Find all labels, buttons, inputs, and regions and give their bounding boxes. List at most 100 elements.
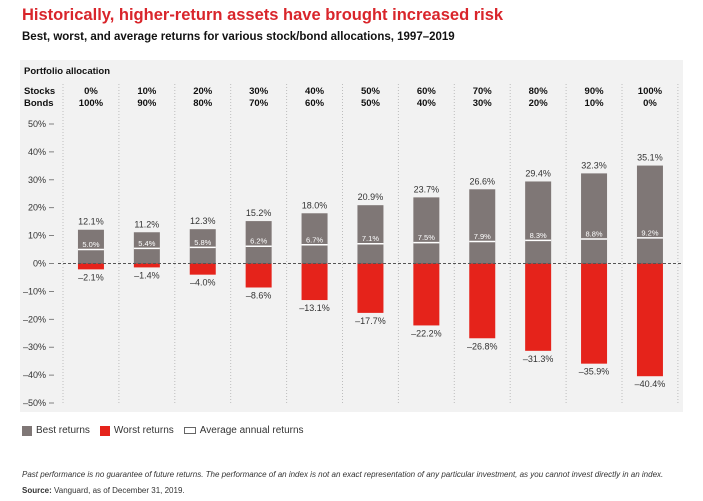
bonds-allocation-label: 0% <box>643 98 657 109</box>
y-tick-label: 30% <box>28 175 46 185</box>
best-return-label: 11.2% <box>134 219 159 229</box>
source: Source: Vanguard, as of December 31, 201… <box>22 486 185 495</box>
y-tick-label: 10% <box>28 231 46 241</box>
best-return-label: 35.1% <box>637 153 663 163</box>
best-return-label: 20.9% <box>358 192 384 202</box>
legend-item-avg: Average annual returns <box>183 425 304 436</box>
worst-return-bar <box>581 263 608 364</box>
legend-label-avg: Average annual returns <box>199 425 304 436</box>
worst-return-label: –26.8% <box>467 341 498 351</box>
average-return-label: 7.1% <box>362 234 379 243</box>
best-return-label: 12.3% <box>190 216 216 226</box>
average-return-label: 6.7% <box>306 235 323 244</box>
average-return-label: 8.8% <box>585 229 602 238</box>
y-tick-label: –30% <box>23 342 46 352</box>
stocks-allocation-label: 100% <box>638 86 663 97</box>
worst-return-bar <box>301 263 328 301</box>
worst-return-bar <box>413 263 440 326</box>
stocks-allocation-label: 40% <box>305 86 325 97</box>
stocks-allocation-label: 0% <box>84 86 98 97</box>
stocks-allocation-label: 30% <box>249 86 269 97</box>
y-tick-label: –20% <box>23 314 46 324</box>
source-label: Source: <box>22 486 52 495</box>
worst-return-label: –4.0% <box>190 278 216 288</box>
average-return-label: 5.0% <box>82 240 99 249</box>
y-tick-label: 40% <box>28 147 46 157</box>
average-return-label: 8.3% <box>530 231 547 240</box>
worst-return-label: –17.7% <box>355 316 386 326</box>
stocks-allocation-label: 20% <box>193 86 213 97</box>
bonds-allocation-label: 50% <box>361 98 381 109</box>
legend-item-worst: Worst returns <box>99 425 174 436</box>
y-tick-label: –50% <box>23 398 46 408</box>
bonds-allocation-label: 100% <box>79 98 104 109</box>
worst-return-label: –2.1% <box>78 272 104 282</box>
worst-return-label: –35.9% <box>579 367 610 377</box>
best-return-bar <box>581 173 608 264</box>
worst-return-bar <box>77 263 104 270</box>
best-return-bar <box>189 229 216 264</box>
stocks-allocation-label: 70% <box>473 86 493 97</box>
best-return-label: 26.6% <box>469 176 495 186</box>
best-return-bar <box>413 197 440 264</box>
average-return-label: 6.2% <box>250 237 267 246</box>
best-return-bar <box>636 165 663 264</box>
bonds-allocation-label: 90% <box>137 98 157 109</box>
best-return-bar <box>525 181 552 264</box>
bonds-allocation-label: 30% <box>473 98 493 109</box>
stocks-allocation-label: 60% <box>417 86 437 97</box>
worst-return-bar <box>636 263 663 377</box>
best-return-label: 18.0% <box>302 200 328 210</box>
y-tick-label: 20% <box>28 203 46 213</box>
worst-return-bar <box>469 263 496 339</box>
bonds-allocation-label: 40% <box>417 98 437 109</box>
legend: Best returns Worst returns Average annua… <box>22 425 314 436</box>
legend-label-best: Best returns <box>36 425 90 436</box>
stocks-allocation-label: 90% <box>585 86 605 97</box>
bonds-allocation-label: 10% <box>585 98 605 109</box>
worst-return-label: –40.4% <box>635 379 666 389</box>
legend-label-worst: Worst returns <box>113 425 174 436</box>
average-return-label: 7.9% <box>474 232 491 241</box>
average-return-label: 5.4% <box>138 239 155 248</box>
best-return-label: 32.3% <box>581 160 607 170</box>
stocks-allocation-label: 80% <box>529 86 549 97</box>
row-label-bonds: Bonds <box>24 98 54 109</box>
worst-return-label: –22.2% <box>411 328 442 338</box>
best-return-label: 23.7% <box>414 184 440 194</box>
worst-return-label: –13.1% <box>299 303 330 313</box>
y-tick-label: 0% <box>33 259 46 269</box>
worst-return-bar <box>245 263 272 288</box>
average-return-label: 7.5% <box>418 233 435 242</box>
best-return-label: 29.4% <box>525 168 551 178</box>
y-tick-label: –10% <box>23 286 46 296</box>
bonds-allocation-label: 80% <box>193 98 213 109</box>
worst-return-label: –8.6% <box>246 290 272 300</box>
legend-swatch-worst <box>99 425 110 436</box>
worst-return-bar <box>525 263 552 351</box>
best-return-label: 12.1% <box>78 217 104 227</box>
bonds-allocation-label: 70% <box>249 98 269 109</box>
bonds-allocation-label: 60% <box>305 98 325 109</box>
y-tick-label: –40% <box>23 370 46 380</box>
row-label-stocks: Stocks <box>24 86 55 97</box>
worst-return-bar <box>133 263 160 268</box>
stocks-allocation-label: 50% <box>361 86 381 97</box>
bonds-allocation-label: 20% <box>529 98 549 109</box>
footnote: Past performance is no guarantee of futu… <box>22 470 664 479</box>
plot-background <box>20 60 683 412</box>
best-return-bar <box>77 229 104 264</box>
legend-item-best: Best returns <box>22 425 90 436</box>
best-return-bar <box>245 221 272 264</box>
best-return-bar <box>357 205 384 264</box>
source-text: Vanguard, as of December 31, 2019. <box>51 486 185 495</box>
best-return-bar <box>301 213 328 264</box>
portfolio-allocation-label: Portfolio allocation <box>24 66 110 77</box>
average-return-label: 9.2% <box>641 228 658 237</box>
legend-swatch-avg <box>183 427 196 434</box>
best-return-label: 15.2% <box>246 208 272 218</box>
chart-title: Historically, higher-return assets have … <box>22 6 504 24</box>
chart-subtitle: Best, worst, and average returns for var… <box>22 31 455 43</box>
y-tick-label: 50% <box>28 119 46 129</box>
